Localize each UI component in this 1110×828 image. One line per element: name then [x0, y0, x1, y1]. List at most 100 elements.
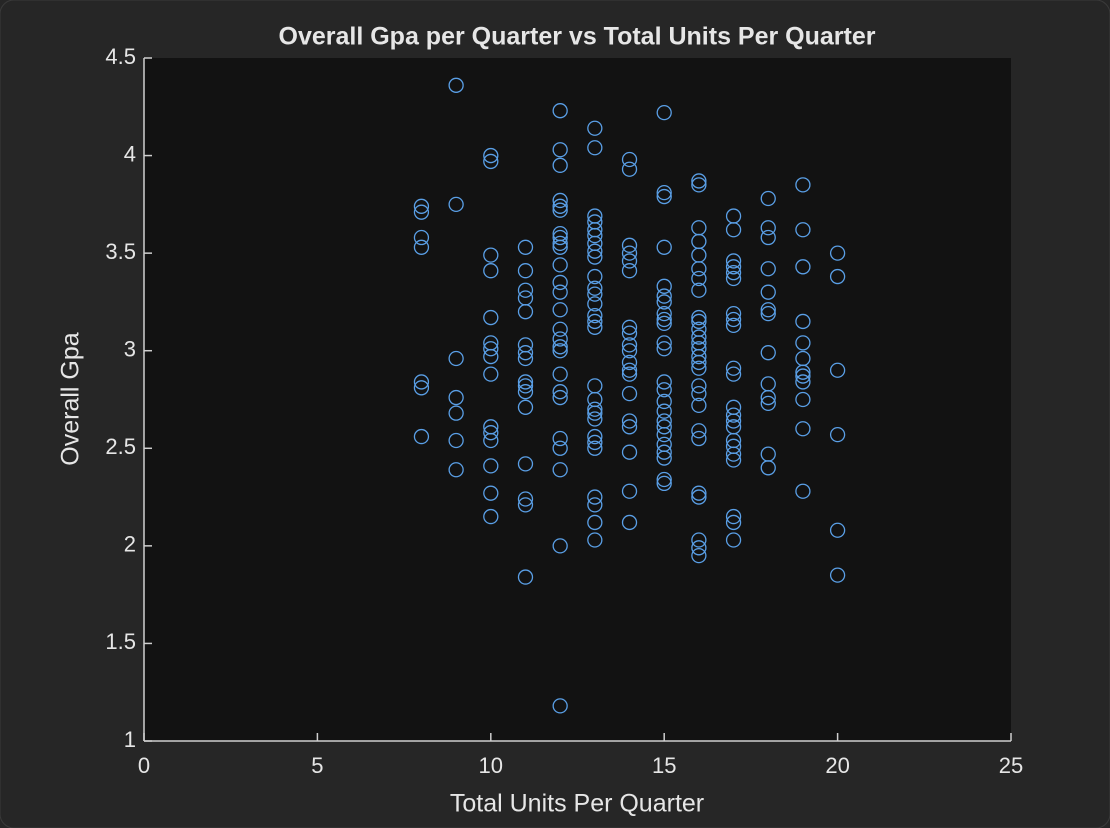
scatter-point	[795, 313, 811, 330]
scatter-point	[760, 229, 776, 246]
scatter-point	[656, 426, 672, 443]
scatter-point	[656, 305, 672, 322]
scatter-point	[725, 317, 742, 333]
scatter-point	[656, 239, 672, 255]
scatter-point	[691, 348, 707, 365]
scatter-point	[725, 532, 742, 548]
scatter-point	[448, 432, 464, 449]
scatter-point	[621, 366, 638, 382]
scatter-point	[552, 192, 568, 209]
scatter-point	[552, 440, 568, 456]
y-tick-label: 1	[124, 727, 136, 752]
scatter-point	[587, 497, 603, 513]
scatter-point	[760, 190, 776, 207]
scatter-point	[656, 393, 672, 410]
scatter-point	[587, 249, 603, 265]
scatter-point	[587, 514, 603, 531]
scatter-point	[517, 399, 534, 415]
scatter-point	[621, 444, 638, 460]
scatter-point	[691, 177, 707, 193]
scatter-point	[691, 423, 707, 439]
scatter-point	[552, 274, 568, 291]
scatter-point	[587, 243, 603, 259]
scatter-point	[483, 458, 499, 474]
scatter-point	[829, 268, 846, 285]
scatter-point	[725, 413, 742, 429]
scatter-point	[552, 384, 568, 400]
scatter-point	[760, 261, 776, 277]
scatter-point	[621, 514, 638, 531]
scatter-point	[760, 302, 776, 318]
scatter-point	[656, 382, 672, 398]
scatter-point	[725, 514, 742, 531]
scatter-point	[587, 313, 603, 330]
scatter-point	[621, 354, 638, 371]
scatter-point	[725, 253, 742, 269]
y-tick-label: 4.5	[105, 44, 136, 69]
scatter-point	[691, 430, 707, 447]
y-tick-label: 3	[124, 337, 136, 362]
scatter-point	[795, 259, 811, 275]
scatter-point	[795, 177, 811, 193]
scatter-point	[517, 491, 534, 507]
scatter-point	[483, 425, 499, 441]
scatter-point	[517, 456, 534, 472]
scatter-point	[552, 239, 568, 255]
scatter-point	[448, 350, 464, 367]
scatter-point	[691, 270, 707, 287]
scatter-point	[552, 430, 568, 447]
x-tick-label: 0	[138, 753, 150, 778]
scatter-point	[691, 540, 707, 556]
scatter-point	[483, 432, 499, 449]
scatter-point	[483, 508, 499, 525]
scatter-point	[725, 360, 742, 376]
scatter-point	[656, 184, 672, 201]
scatter-point	[517, 304, 534, 320]
y-tick-label: 2.5	[105, 434, 136, 459]
scatter-point	[829, 522, 846, 538]
scatter-point	[587, 440, 603, 456]
scatter-point	[587, 401, 603, 417]
plot-area	[144, 58, 1011, 741]
scatter-point	[691, 385, 707, 402]
scatter-point	[795, 364, 811, 380]
scatter-point	[517, 378, 534, 394]
scatter-point	[656, 104, 672, 121]
scatter-point	[795, 222, 811, 238]
scatter-point	[587, 268, 603, 285]
scatter-point	[760, 389, 776, 406]
scatter-point	[621, 419, 638, 435]
scatter-point	[760, 345, 776, 361]
scatter-point	[760, 284, 776, 300]
scatter-point	[656, 335, 672, 351]
scatter-point	[448, 389, 464, 406]
scatter-point	[621, 237, 638, 253]
scatter-point	[656, 294, 672, 310]
scatter-point	[725, 508, 742, 525]
scatter-point	[448, 462, 464, 478]
scatter-point	[656, 278, 672, 294]
scatter-point	[517, 569, 534, 585]
scatter-point	[587, 280, 603, 296]
scatter-point	[587, 489, 603, 505]
scatter-point	[587, 532, 603, 548]
scatter-point	[829, 245, 846, 261]
scatter-point	[725, 305, 742, 322]
x-axis-label: Total Units Per Quarter	[450, 790, 704, 818]
scatter-point	[413, 380, 430, 396]
scatter-point	[760, 220, 776, 236]
scatter-point	[413, 374, 430, 390]
scatter-point	[691, 360, 707, 376]
scatter-point	[621, 362, 638, 378]
scatter-point	[552, 366, 568, 382]
scatter-point	[621, 337, 638, 353]
scatter-point	[691, 329, 707, 345]
scatter-point	[552, 202, 568, 218]
scatter-point	[552, 389, 568, 406]
scatter-point	[448, 196, 464, 213]
scatter-point	[552, 331, 568, 347]
scatter-point	[760, 395, 776, 412]
scatter-point	[656, 475, 672, 492]
scatter-point	[483, 341, 499, 357]
